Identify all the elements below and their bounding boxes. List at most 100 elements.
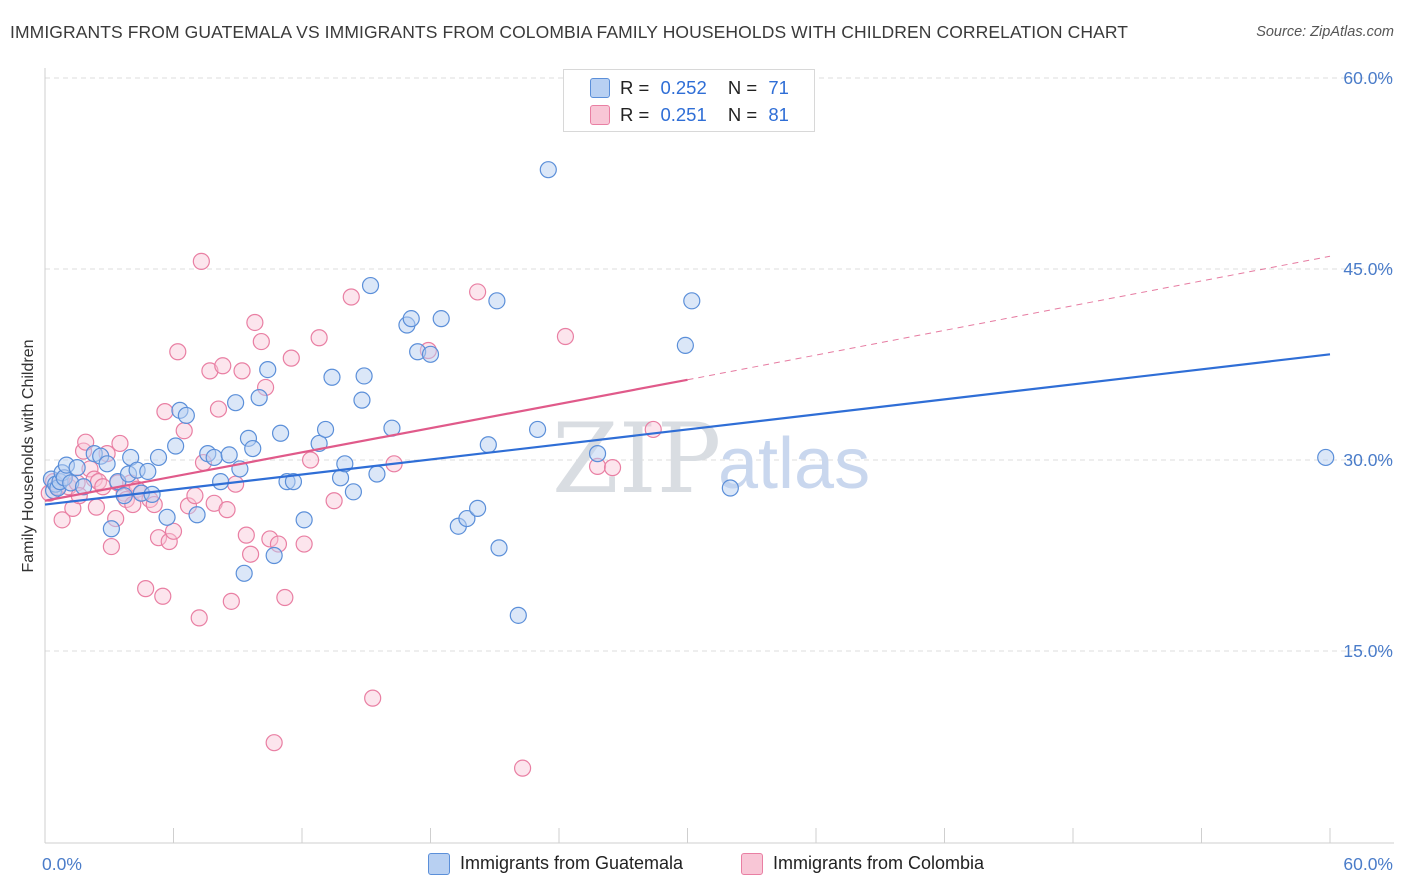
colombia-point: [342, 288, 360, 306]
colombia-point: [252, 332, 270, 351]
guatemala-point: [1317, 448, 1335, 467]
colombia-point: [310, 329, 328, 347]
colombia-point: [276, 588, 294, 607]
watermark: ZIP atlas: [552, 403, 870, 515]
colombia-point: [160, 532, 178, 551]
colombia-point: [77, 433, 95, 451]
colombia-legend-label: Immigrants from Colombia: [773, 853, 985, 873]
colombia-point: [237, 526, 255, 544]
guatemala-point: [588, 445, 607, 463]
guatemala-point: [316, 420, 335, 439]
guatemala-point: [259, 360, 277, 379]
guatemala-point: [402, 310, 420, 328]
legend-stats-guatemala: R = 0.252 N = 71: [620, 77, 789, 99]
colombia-point: [209, 400, 228, 418]
colombia-trend-line: [44, 378, 688, 502]
colombia-point: [53, 511, 71, 529]
guatemala-point: [98, 455, 116, 473]
colombia-point: [169, 343, 187, 361]
guatemala-point: [458, 509, 476, 528]
colombia-trend-extension: [687, 255, 1331, 381]
x-tick-label-max: 60.0%: [1343, 854, 1393, 874]
colombia-point: [111, 434, 129, 453]
guatemala-point: [205, 448, 223, 467]
tick-labels: 15.0% 30.0% 45.0% 60.0% 0.0% 60.0%: [42, 68, 1393, 874]
watermark-zip: ZIP: [552, 403, 721, 515]
colombia-point: [222, 592, 240, 610]
colombia-point: [261, 530, 279, 548]
guatemala-point: [295, 511, 313, 529]
y-tick-label: 30.0%: [1343, 450, 1393, 470]
colombia-point: [242, 545, 260, 563]
colombia-point: [149, 529, 168, 547]
colombia-point: [201, 362, 219, 380]
guatemala-legend-label: Immigrants from Guatemala: [460, 853, 684, 873]
guatemala-point: [250, 389, 268, 407]
guatemala-point: [212, 473, 230, 491]
guatemala-trend-line: [44, 353, 1331, 506]
colombia-point: [154, 587, 172, 605]
legend-stats-colombia: R = 0.251 N = 81: [620, 104, 789, 126]
guatemala-point: [177, 406, 195, 425]
colombia-point: [364, 689, 382, 707]
n-value: 71: [768, 77, 789, 98]
source-label: Source: ZipAtlas.com: [1256, 24, 1394, 40]
guatemala-swatch: [590, 78, 610, 98]
guatemala-point: [188, 506, 206, 524]
guatemala-point: [227, 394, 245, 412]
colombia-point: [186, 487, 204, 505]
r-label: R =: [620, 104, 650, 125]
axis-layer: [44, 68, 1394, 844]
colombia-point: [214, 357, 232, 375]
guatemala-point: [353, 391, 371, 409]
guatemala-point: [683, 292, 701, 310]
guatemala-point: [271, 424, 290, 442]
guatemala-point: [139, 462, 157, 481]
guatemala-point: [167, 437, 185, 455]
guatemala-point: [539, 161, 557, 179]
chart-title: IMMIGRANTS FROM GUATEMALA VS IMMIGRANTS …: [10, 22, 1129, 42]
guatemala-point: [488, 292, 506, 310]
colombia-point: [295, 535, 313, 553]
colombia-point: [87, 498, 106, 516]
colombia-legend-swatch: [741, 853, 763, 875]
n-label: N =: [727, 77, 758, 98]
colombia-point: [190, 609, 208, 627]
guatemala-point: [74, 478, 93, 496]
colombia-point: [164, 522, 183, 540]
colombia-point: [513, 759, 532, 777]
colombia-point: [265, 734, 283, 752]
guatemala-point: [676, 336, 694, 354]
colombia-swatch: [590, 105, 610, 125]
guatemala-point: [323, 368, 341, 386]
guatemala-point: [361, 276, 380, 295]
colombia-point: [246, 313, 264, 332]
y-tick-label: 45.0%: [1343, 259, 1393, 279]
y-tick-label: 60.0%: [1343, 68, 1393, 88]
colombia-point: [282, 349, 300, 367]
colombia-point: [325, 492, 343, 510]
guatemala-point: [284, 473, 303, 491]
n-label: N =: [727, 104, 758, 125]
watermark-atlas: atlas: [718, 424, 870, 504]
guatemala-point: [490, 539, 508, 557]
colombia-point: [301, 451, 320, 469]
colombia-point: [227, 475, 245, 493]
colombia-point: [233, 362, 251, 380]
guatemala-point: [68, 459, 86, 477]
colombia-point: [102, 537, 120, 556]
guatemala-point: [149, 448, 168, 467]
colombia-point: [137, 580, 155, 598]
colombia-point: [94, 478, 112, 496]
colombia-point: [556, 327, 575, 346]
colombia-point: [175, 422, 193, 440]
guatemala-point: [469, 499, 487, 517]
y-tick-label: 15.0%: [1343, 641, 1393, 661]
guatemala-point: [421, 345, 440, 363]
guatemala-point: [220, 446, 238, 464]
colombia-point: [192, 252, 210, 270]
guatemala-point: [509, 606, 527, 624]
colombia-point: [156, 403, 174, 421]
colombia-point: [218, 501, 236, 519]
